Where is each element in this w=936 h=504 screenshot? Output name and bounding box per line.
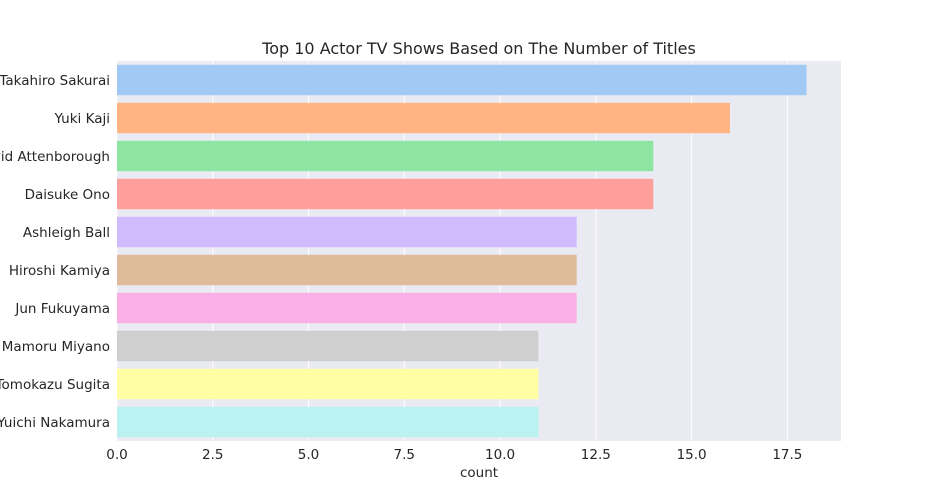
bar-ashleigh-ball — [117, 216, 577, 248]
y-tick-label: Yuichi Nakamura — [0, 415, 110, 431]
x-tick-label: 2.5 — [202, 447, 223, 463]
bar-jun-fukuyama — [117, 292, 577, 324]
x-tick-label: 10.0 — [485, 447, 515, 463]
x-axis-label: count — [460, 465, 498, 481]
x-tick-label: 15.0 — [677, 447, 707, 463]
bar-daisuke-ono — [117, 178, 654, 210]
x-tick-label: 17.5 — [772, 447, 802, 463]
y-tick-label: Hiroshi Kamiya — [9, 263, 110, 279]
x-tick-label: 12.5 — [581, 447, 611, 463]
y-tick-label: Tomokazu Sugita — [0, 377, 110, 393]
y-tick-labels: Takahiro Sakurai Yuki Kaji David Attenboro… — [0, 73, 110, 431]
y-tick-label: Takahiro Sakurai — [0, 73, 110, 89]
bar-yuki-kaji — [117, 102, 730, 134]
x-tick-labels: 0.0 2.5 5.0 7.5 10.0 12.5 15.0 17.5 — [106, 447, 802, 463]
y-tick-label: Daisuke Ono — [25, 187, 110, 203]
x-tick-label: 0.0 — [106, 447, 127, 463]
bar-takahiro-sakurai — [117, 64, 807, 96]
y-tick-label: Mamoru Miyano — [2, 339, 110, 355]
bar-mamoru-miyano — [117, 330, 539, 362]
y-tick-label: Jun Fukuyama — [14, 301, 110, 317]
x-tick-label: 7.5 — [394, 447, 415, 463]
x-tick-label: 5.0 — [298, 447, 319, 463]
y-tick-label: David Attenborough — [0, 149, 110, 165]
bar-david-attenborough — [117, 140, 654, 172]
bar-yuichi-nakamura — [117, 406, 539, 438]
chart-title: Top 10 Actor TV Shows Based on The Numbe… — [261, 39, 696, 58]
y-tick-label: Yuki Kaji — [53, 111, 110, 127]
bars — [117, 64, 807, 438]
bar-tomokazu-sugita — [117, 368, 539, 400]
y-tick-label: Ashleigh Ball — [23, 225, 110, 241]
bar-hiroshi-kamiya — [117, 254, 577, 286]
